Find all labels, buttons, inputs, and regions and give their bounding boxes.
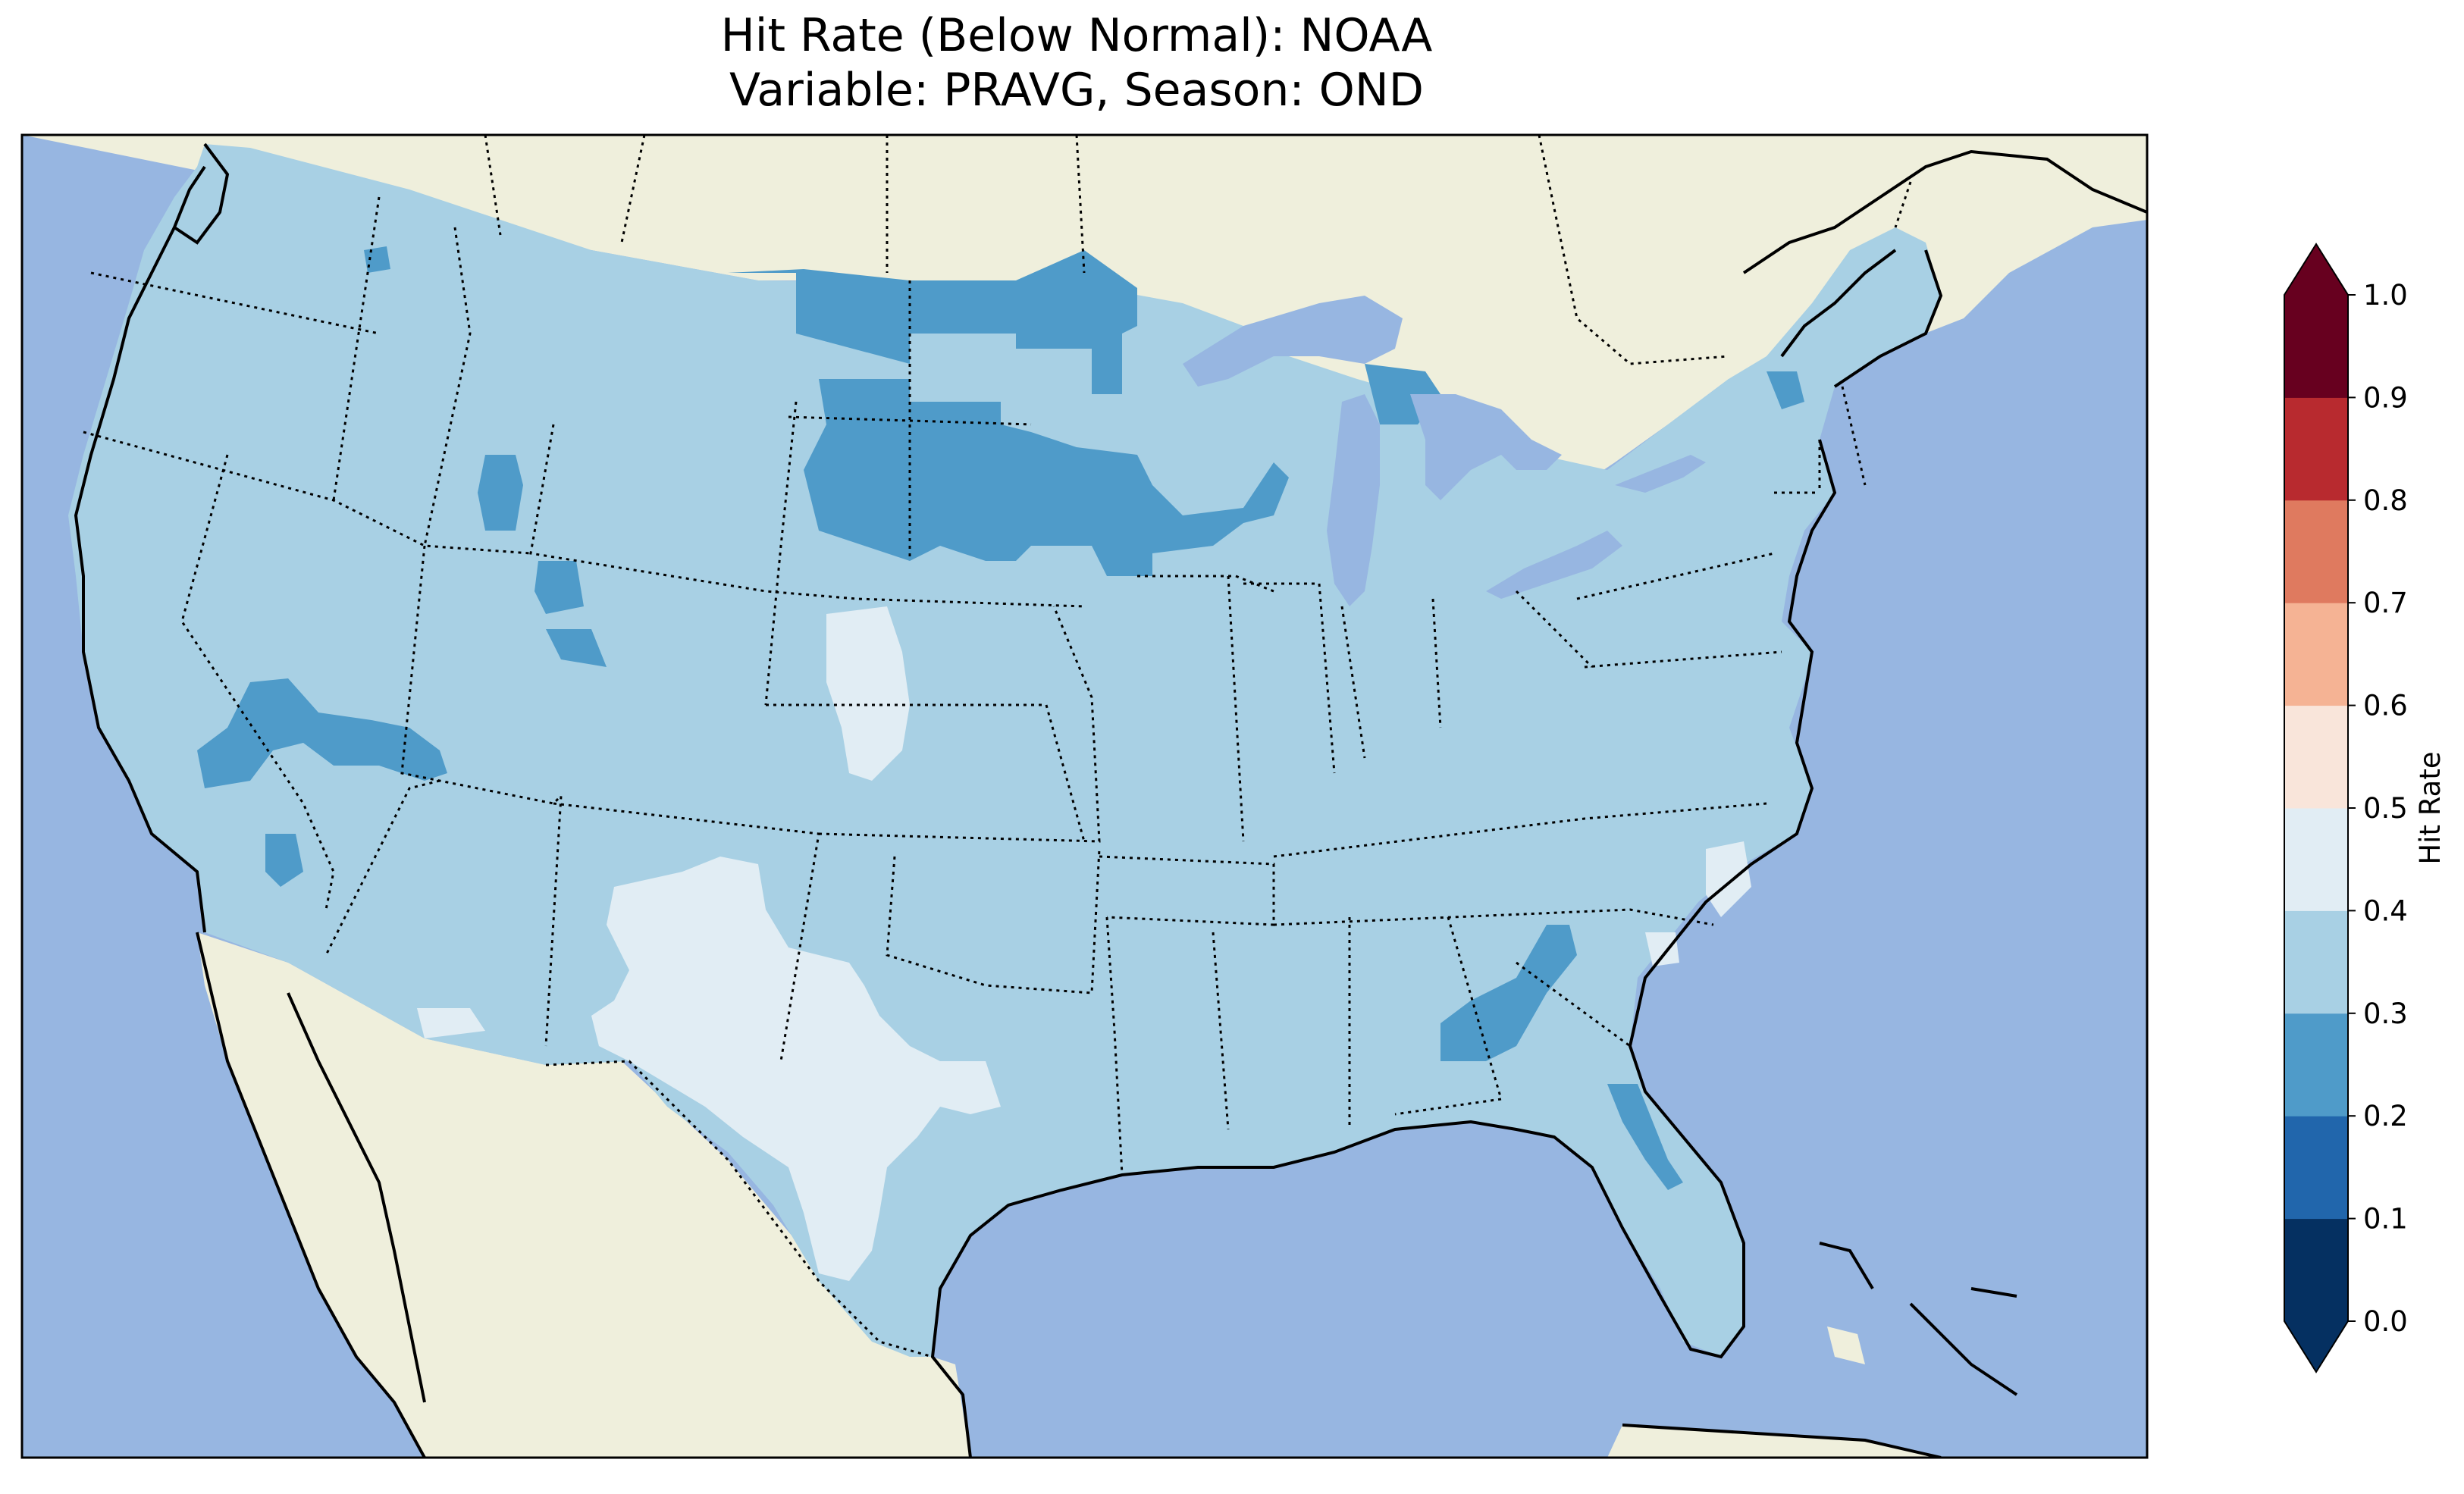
colorbar-bin-5	[2284, 705, 2348, 809]
colorbar-bin-1	[2284, 1116, 2348, 1220]
colorbar-tick-label: 0.7	[2363, 587, 2408, 619]
colorbar-label: Hit Rate	[2414, 751, 2447, 864]
colorbar-tick-label: 0.2	[2363, 1100, 2408, 1132]
colorbar-tick-label: 0.4	[2363, 894, 2408, 927]
mexico-land	[197, 932, 970, 1458]
colorbar-tick-label: 0.5	[2363, 792, 2408, 825]
map-title-line-1: Hit Rate (Below Normal): NOAA	[720, 9, 1433, 62]
colorbar-bin-0	[2284, 1218, 2348, 1322]
colorbar-tick-label: 0.8	[2363, 484, 2408, 517]
great-lakes	[1183, 296, 1706, 606]
colorbar-bin-6	[2284, 603, 2348, 706]
colorbar-bin-8	[2284, 397, 2348, 501]
map-title-line-2: Variable: PRAVG, Season: OND	[729, 64, 1424, 117]
map-frame	[20, 133, 2149, 1459]
colorbar-tick-label: 0.1	[2363, 1203, 2408, 1236]
colorbar-tick-label: 1.0	[2363, 279, 2408, 312]
colorbar-extend-min	[2284, 1321, 2348, 1372]
colorbar-tick-label: 0.3	[2363, 998, 2408, 1030]
colorbar-bin-2	[2284, 1013, 2348, 1117]
colorbar-tick-label: 0.0	[2363, 1305, 2408, 1338]
colorbar-tick-label: 0.6	[2363, 690, 2408, 722]
colorbar-bin-3	[2284, 910, 2348, 1014]
hit-rate-bin-0-4-to-0-5-patches	[417, 606, 1751, 1281]
hit-rate-bin-0-2-to-0-3-patches	[197, 246, 1804, 1190]
colorbar-bin-7	[2284, 500, 2348, 603]
bahamas-land	[1827, 1326, 1865, 1364]
colorbar-bin-4	[2284, 808, 2348, 911]
coastlines	[74, 143, 2147, 1458]
colorbar-extend-max	[2284, 244, 2348, 295]
cuba-land	[1607, 1425, 1941, 1458]
colorbar-tick-label: 0.9	[2363, 381, 2408, 414]
colorbar-bin-9	[2284, 295, 2348, 398]
international-boundaries	[484, 135, 1912, 1358]
state-boundaries	[83, 196, 1867, 1176]
